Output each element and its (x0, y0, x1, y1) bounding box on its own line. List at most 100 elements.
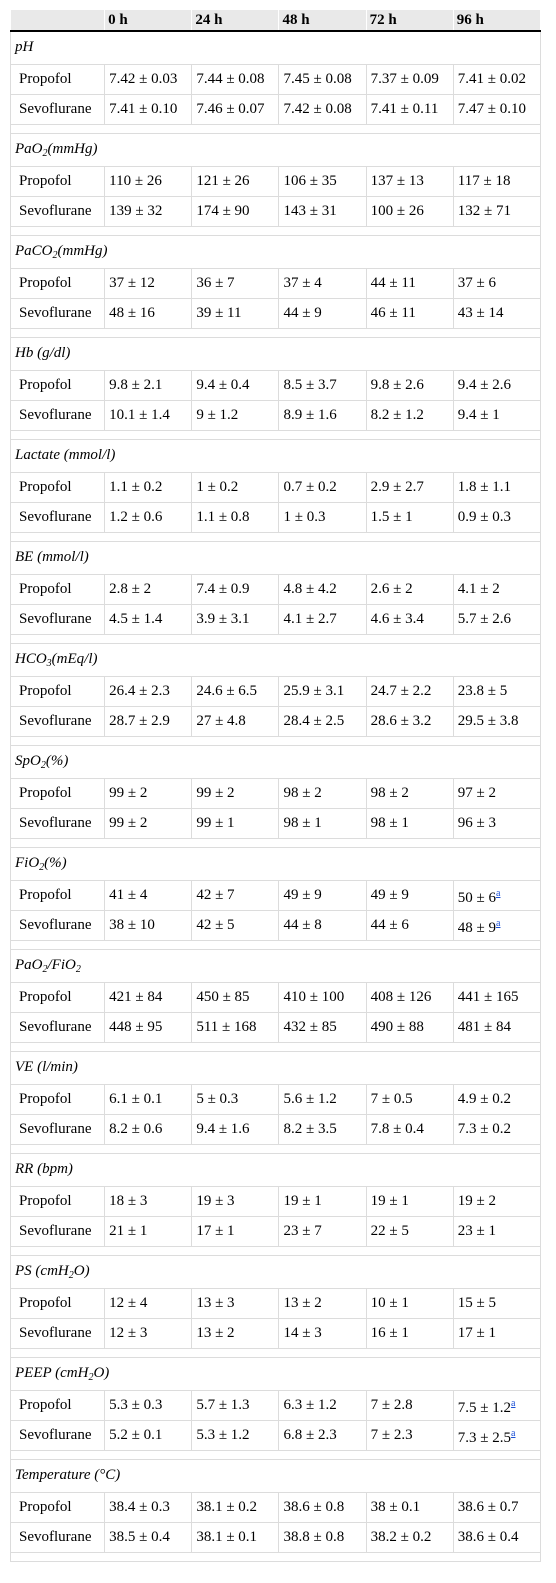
value-text: 7.42 ± 0.08 (283, 101, 352, 117)
table-row: Propofol 37 ± 12 36 ± 7 37 ± 4 44 ± 11 37 ± 6 (9, 268, 542, 299)
value-cell: 44 ± 11 (365, 268, 454, 299)
header-row: 0 h 24 h 48 h 72 h 96 h (10, 10, 542, 32)
value-cell: 448 ± 95 (104, 1012, 193, 1043)
value-cell: 38 ± 0.1 (365, 1492, 454, 1523)
footnote-link[interactable]: a (511, 1427, 516, 1439)
value-cell: 5.7 ± 1.3 (191, 1390, 280, 1421)
value-cell: 10 ± 1 (365, 1288, 454, 1319)
section-label-sub: 2 (42, 148, 48, 159)
table-row: Sevoflurane 38.5 ± 0.4 38.1 ± 0.1 38.8 ± 0.… (9, 1522, 542, 1553)
value-cell: 96 ± 3 (452, 808, 542, 839)
value-cell: 25.9 ± 3.1 (278, 676, 367, 707)
value-text: 7.37 ± 0.09 (370, 71, 439, 87)
header-cell-0h: 0 h (104, 10, 193, 32)
table-row: Sevoflurane 7.41 ± 0.10 7.46 ± 0.07 7.42 ± … (9, 94, 542, 125)
value-cell: 19 ± 3 (191, 1186, 280, 1217)
row-group-name: Sevoflurane (9, 706, 106, 737)
value-text: 48 ± 9 (457, 919, 497, 936)
value-text: 9 ± 1.2 (196, 407, 239, 423)
value-text: 4.8 ± 4.2 (283, 581, 337, 597)
footnote-marker: a (496, 885, 500, 899)
section-header-row: BE (mmol/l) (10, 541, 541, 575)
spacer-cell (10, 1246, 541, 1256)
row-group-name: Propofol (9, 880, 106, 911)
footnote-marker: a (511, 1395, 515, 1409)
table-row: Sevoflurane 139 ± 32 174 ± 90 143 ± 31 100 ±… (9, 196, 542, 227)
value-cell: 8.5 ± 3.7 (278, 370, 367, 401)
value-cell: 28.6 ± 3.2 (365, 706, 454, 737)
footnote-link[interactable]: a (496, 917, 501, 929)
value-cell: 7 ± 2.3 (365, 1420, 454, 1451)
value-text: 38.8 ± 0.8 (283, 1529, 345, 1545)
value-cell: 132 ± 71 (452, 196, 542, 227)
value-text: 38.4 ± 0.3 (109, 1499, 170, 1515)
header-cell-48h: 48 h (278, 10, 367, 32)
table-body: pH Propofol 7.42 ± 0.03 7.44 ± 0.08 7.45 ± 0… (9, 30, 542, 1562)
table-row: Sevoflurane 21 ± 1 17 ± 1 23 ± 7 22 ± 5 23 ± … (9, 1216, 542, 1247)
value-cell: 9.8 ± 2.6 (365, 370, 454, 401)
value-text: 98 ± 1 (283, 815, 322, 831)
value-text: 9.4 ± 0.4 (196, 377, 250, 393)
value-cell: 1 ± 0.2 (191, 472, 280, 503)
value-cell: 7.3 ± 2.5a (452, 1420, 542, 1451)
value-cell: 12 ± 3 (104, 1318, 193, 1349)
value-text: 24.7 ± 2.2 (370, 683, 432, 699)
value-cell: 7.41 ± 0.10 (104, 94, 193, 125)
section-label-sub: 2 (68, 1270, 74, 1281)
footnote-link[interactable]: a (511, 1397, 516, 1409)
value-cell: 37 ± 4 (278, 268, 367, 299)
value-cell: 9.8 ± 2.1 (104, 370, 193, 401)
value-text: 5.6 ± 1.2 (283, 1091, 337, 1107)
value-text: 17 ± 1 (457, 1325, 497, 1341)
value-text: 43 ± 14 (457, 305, 504, 321)
value-cell: 174 ± 90 (191, 196, 280, 227)
value-text: 432 ± 85 (283, 1019, 337, 1035)
value-cell: 16 ± 1 (365, 1318, 454, 1349)
value-cell: 41 ± 4 (104, 880, 193, 911)
value-text: 19 ± 3 (196, 1193, 235, 1209)
spacer-cell (10, 532, 541, 542)
section-header-row: Hb (g/dl) (10, 337, 541, 371)
value-cell: 19 ± 2 (452, 1186, 542, 1217)
value-text: 481 ± 84 (457, 1019, 512, 1035)
table-row: Sevoflurane 10.1 ± 1.4 9 ± 1.2 8.9 ± 1.6 8.2… (9, 400, 542, 431)
value-cell: 1.5 ± 1 (365, 502, 454, 533)
section-label-pre: PaCO (15, 243, 53, 259)
value-cell: 2.8 ± 2 (104, 574, 193, 605)
value-cell: 46 ± 11 (365, 298, 454, 329)
data-table-container: 0 h 24 h 48 h 72 h 96 h pH Propofol 7.42 ±… (9, 10, 542, 1562)
table-row: Propofol 99 ± 2 99 ± 2 98 ± 2 98 ± 2 97 ± 2 (9, 778, 542, 809)
value-text: 38.2 ± 0.2 (370, 1529, 432, 1545)
section-label-pre: BE (mmol/l) (15, 549, 89, 565)
spacer-cell (10, 430, 541, 440)
footnote-marker: a (496, 915, 500, 929)
section-spacer (10, 736, 541, 746)
header-cell-72h: 72 h (366, 10, 454, 32)
value-cell: 15 ± 5 (452, 1288, 542, 1319)
value-cell: 421 ± 84 (104, 982, 193, 1013)
section-label-post: O) (73, 1263, 90, 1279)
section-label: PaCO2(mmHg) (10, 235, 541, 269)
value-text: 2.6 ± 2 (370, 581, 413, 597)
value-text: 48 ± 16 (109, 305, 155, 321)
value-cell: 24.6 ± 6.5 (191, 676, 280, 707)
value-text: 117 ± 18 (457, 173, 511, 189)
footnote-link[interactable]: a (496, 887, 501, 899)
table-row: Propofol 18 ± 3 19 ± 3 19 ± 1 19 ± 1 19 ± 2 (9, 1186, 542, 1217)
value-cell: 3.9 ± 3.1 (191, 604, 280, 635)
row-group-name: Propofol (9, 1186, 106, 1217)
row-group-name: Propofol (9, 982, 106, 1013)
value-cell: 7.8 ± 0.4 (365, 1114, 454, 1145)
value-text: 408 ± 126 (370, 989, 432, 1005)
section-spacer (10, 634, 541, 644)
value-text: 7.46 ± 0.07 (196, 101, 265, 117)
section-spacer (10, 1348, 541, 1358)
value-text: 8.2 ± 0.6 (109, 1121, 163, 1137)
section-label-post: /FiO (47, 957, 76, 973)
value-cell: 7.47 ± 0.10 (452, 94, 542, 125)
value-cell: 38.6 ± 0.7 (452, 1492, 542, 1523)
section-label-sub: 2 (42, 964, 48, 975)
value-text: 99 ± 2 (109, 815, 148, 831)
value-text: 1.8 ± 1.1 (457, 479, 512, 495)
section-label-pre: PS (cmH (15, 1263, 69, 1279)
